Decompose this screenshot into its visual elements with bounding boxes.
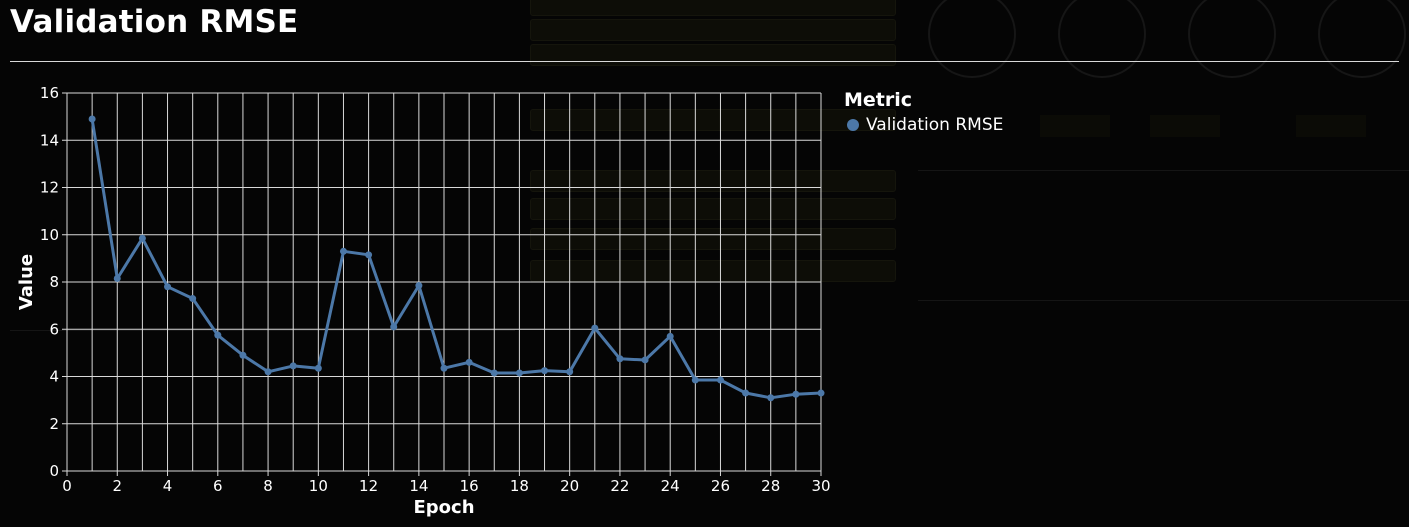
data-point bbox=[415, 282, 423, 290]
data-point bbox=[264, 368, 272, 376]
x-tick-label: 12 bbox=[359, 477, 378, 495]
data-point bbox=[566, 368, 574, 376]
data-point bbox=[314, 364, 322, 372]
x-tick-label: 8 bbox=[263, 477, 273, 495]
legend-swatch bbox=[847, 119, 859, 131]
x-tick-label: 6 bbox=[213, 477, 223, 495]
data-point bbox=[792, 390, 800, 398]
y-tick-label: 6 bbox=[49, 320, 59, 338]
x-tick-label: 28 bbox=[761, 477, 780, 495]
x-tick-label: 10 bbox=[309, 477, 328, 495]
data-point bbox=[742, 389, 750, 397]
x-tick-label: 2 bbox=[112, 477, 122, 495]
x-tick-label: 20 bbox=[560, 477, 579, 495]
data-point bbox=[138, 234, 146, 242]
data-point bbox=[189, 295, 197, 303]
data-point bbox=[88, 115, 96, 123]
x-tick-label: 30 bbox=[811, 477, 830, 495]
data-point bbox=[239, 351, 247, 359]
data-point bbox=[490, 369, 498, 377]
x-tick-label: 14 bbox=[409, 477, 428, 495]
x-tick-label: 24 bbox=[661, 477, 680, 495]
y-tick-label: 16 bbox=[40, 84, 59, 102]
data-point bbox=[591, 324, 599, 332]
data-point bbox=[214, 331, 222, 339]
x-tick-label: 18 bbox=[510, 477, 529, 495]
y-tick-label: 10 bbox=[40, 226, 59, 244]
data-point bbox=[515, 369, 523, 377]
y-tick-label: 8 bbox=[49, 273, 59, 291]
data-point bbox=[716, 376, 724, 384]
data-point bbox=[541, 367, 549, 375]
x-tick-label: 0 bbox=[62, 477, 72, 495]
y-tick-label: 0 bbox=[49, 462, 59, 480]
data-point bbox=[465, 358, 473, 366]
x-tick-label: 22 bbox=[610, 477, 629, 495]
data-point bbox=[164, 283, 172, 291]
legend: Metric Validation RMSE bbox=[844, 89, 1003, 135]
x-tick-label: 4 bbox=[163, 477, 173, 495]
y-tick-label: 4 bbox=[49, 368, 59, 386]
data-point bbox=[641, 356, 649, 364]
chart-title: Validation RMSE bbox=[10, 4, 299, 40]
legend-item: Validation RMSE bbox=[844, 115, 1003, 135]
data-point bbox=[390, 323, 398, 331]
data-point bbox=[440, 364, 448, 372]
data-point bbox=[113, 274, 121, 282]
data-point bbox=[666, 332, 674, 340]
legend-label: Validation RMSE bbox=[866, 115, 1004, 135]
x-axis-label: Epoch bbox=[413, 497, 474, 518]
data-point bbox=[691, 376, 699, 384]
series-line bbox=[90, 117, 823, 400]
y-axis-label: Value bbox=[16, 254, 37, 310]
data-point bbox=[289, 362, 297, 370]
x-tick-label: 26 bbox=[711, 477, 730, 495]
x-tick-label: 16 bbox=[460, 477, 479, 495]
data-point bbox=[817, 389, 825, 397]
data-point bbox=[767, 394, 775, 402]
data-point bbox=[339, 247, 347, 255]
y-tick-label: 12 bbox=[40, 179, 59, 197]
title-divider bbox=[10, 61, 1399, 62]
y-tick-label: 2 bbox=[49, 415, 59, 433]
legend-title: Metric bbox=[844, 89, 913, 111]
y-tick-label: 14 bbox=[40, 131, 59, 149]
data-point bbox=[365, 251, 373, 259]
data-point bbox=[616, 355, 624, 363]
